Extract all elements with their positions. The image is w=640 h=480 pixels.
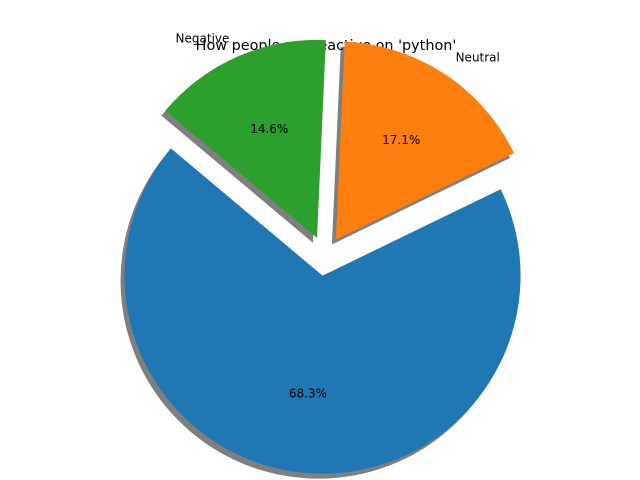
- slice-label-neutral: Neutral: [456, 51, 500, 65]
- slice-percent-negative: 14.6%: [250, 122, 288, 136]
- pie-slice-positive: [124, 148, 521, 474]
- pie-slice-neutral: [335, 41, 515, 240]
- pie-slice-negative: [165, 39, 326, 238]
- slice-layer: [124, 39, 521, 474]
- slice-percent-positive: 68.3%: [289, 387, 327, 401]
- chart-title: How people are reactive on 'python': [196, 38, 457, 54]
- slice-percent-neutral: 17.1%: [382, 133, 420, 147]
- slice-label-negative: Negative: [176, 31, 230, 45]
